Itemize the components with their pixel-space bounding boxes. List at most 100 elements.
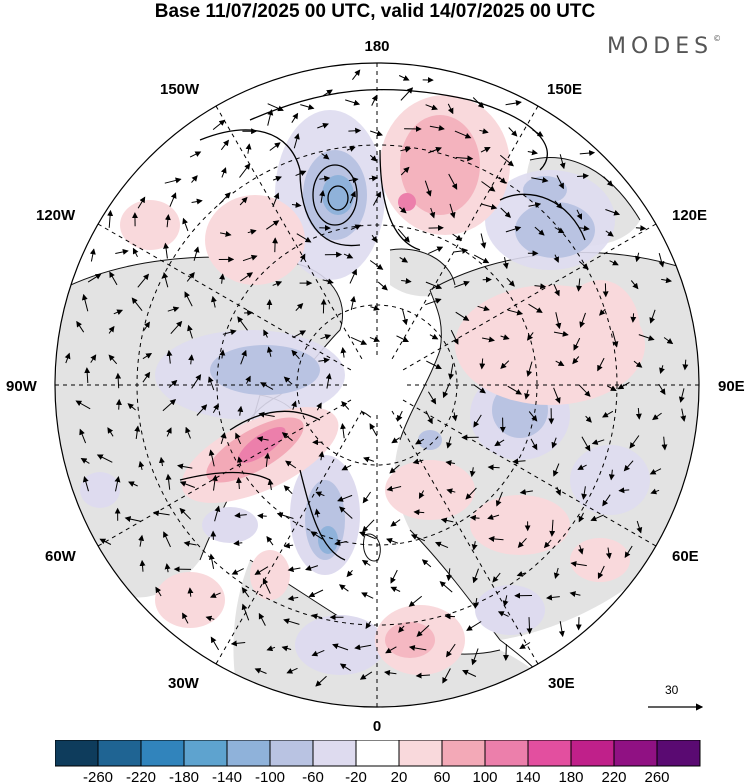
wind-arrow — [222, 329, 237, 336]
wind-arrow — [82, 475, 89, 492]
wind-arrow — [578, 512, 585, 523]
wind-arrow — [398, 75, 410, 81]
wind-arrow — [107, 427, 114, 437]
wind-arrow — [137, 196, 146, 209]
wind-arrow — [113, 309, 124, 316]
wind-arrow — [295, 302, 304, 311]
wind-arrow — [516, 571, 526, 577]
wind-arrow — [371, 94, 378, 106]
wind-arrow — [400, 87, 414, 101]
wind-arrow — [230, 640, 246, 647]
wind-arrow — [185, 426, 191, 439]
wind-arrow — [528, 202, 542, 208]
wind-arrow — [257, 513, 267, 519]
wind-arrow — [87, 273, 102, 283]
wind-arrow — [167, 306, 180, 313]
wind-arrow — [272, 192, 280, 208]
wind-arrow — [396, 335, 409, 342]
wind-arrow — [354, 644, 372, 651]
wind-arrow — [635, 225, 647, 232]
wind-arrow — [448, 363, 455, 380]
wind-arrow — [109, 271, 118, 286]
wind-arrow — [219, 273, 226, 284]
wind-arrow — [408, 595, 423, 607]
wind-arrow — [264, 452, 271, 467]
wind-arrow — [446, 436, 452, 449]
wind-arrow — [555, 360, 565, 366]
wind-arrow — [341, 464, 352, 471]
wind-arrow — [624, 545, 633, 559]
wind-arrow — [247, 228, 257, 235]
wind-arrow — [162, 399, 177, 412]
wind-arrow — [305, 565, 319, 571]
wind-arrow — [236, 456, 243, 467]
wind-arrow — [291, 112, 299, 123]
wind-arrow — [292, 330, 307, 339]
colorbar-swatch — [484, 740, 529, 767]
wind-arrow — [554, 200, 563, 210]
wind-arrow — [579, 225, 590, 232]
wind-arrow — [242, 254, 258, 262]
wind-arrow — [630, 313, 637, 323]
wind-arrow — [579, 312, 586, 328]
wind-arrow — [400, 146, 412, 153]
wind-arrow — [649, 309, 656, 324]
colorbar-swatch — [312, 740, 357, 767]
colorbar-swatches — [55, 740, 701, 767]
wind-arrow — [427, 391, 437, 405]
wind-arrow — [263, 329, 269, 338]
wind-arrow — [211, 474, 218, 491]
wind-arrow — [386, 538, 399, 544]
wind-arrow — [519, 489, 533, 495]
wind-arrow — [187, 587, 194, 597]
wind-arrow — [652, 412, 662, 421]
wind-arrow — [410, 534, 426, 542]
wind-arrow — [451, 412, 458, 422]
wind-arrow — [287, 566, 301, 573]
wind-arrow — [352, 69, 361, 81]
wind-arrow — [361, 559, 371, 566]
wind-arrow — [389, 464, 400, 474]
colorbar-swatch — [97, 740, 142, 767]
map-title: Base 11/07/2025 00 UTC, valid 14/07/2025… — [154, 1, 596, 22]
colorbar-ticks: -260 -220 -180 -140 -100 -60 -20 20 60 100 140 180 2… — [83, 769, 670, 783]
wind-arrow — [346, 569, 353, 578]
wind-arrow — [138, 534, 145, 547]
wind-arrow — [143, 321, 150, 331]
lon-label-0: 0 — [373, 718, 381, 735]
wind-arrow — [577, 464, 587, 470]
colorbar-tick-label: -100 — [255, 769, 285, 783]
wind-arrow — [142, 352, 153, 360]
colorbar-tick-label: 100 — [472, 769, 497, 783]
wind-arrow — [369, 423, 378, 437]
wind-arrow — [369, 154, 378, 162]
wind-arrow — [179, 481, 195, 488]
wind-arrow — [237, 405, 244, 416]
wind-arrow — [630, 280, 639, 290]
wind-arrow — [319, 190, 326, 203]
lon-label-60w: 60W — [45, 548, 77, 565]
wind-arrow — [281, 432, 293, 442]
wind-arrow — [208, 449, 215, 467]
wind-arrow — [479, 358, 486, 370]
wind-arrow — [299, 253, 306, 263]
wind-arrow — [212, 119, 226, 130]
wind-arrow — [254, 668, 267, 674]
wind-arrow — [321, 153, 330, 160]
wind-arrow — [345, 99, 361, 106]
wind-arrow — [597, 565, 605, 579]
lon-label-90w: 90W — [6, 378, 38, 395]
wind-arrow — [466, 621, 482, 631]
colorbar-swatch — [140, 740, 185, 767]
wind-arrow — [477, 305, 490, 312]
wind-arrow — [212, 403, 219, 414]
wind-arrow — [506, 277, 515, 287]
wind-arrow — [205, 615, 215, 622]
colorbar-tick-label: 220 — [601, 769, 626, 783]
wind-arrow — [429, 125, 445, 131]
wind-arrow — [293, 133, 300, 149]
wind-arrow — [629, 435, 640, 449]
colorbar-tick-label: -180 — [169, 769, 199, 783]
wind-arrow — [499, 154, 514, 167]
wind-arrow — [500, 334, 510, 340]
